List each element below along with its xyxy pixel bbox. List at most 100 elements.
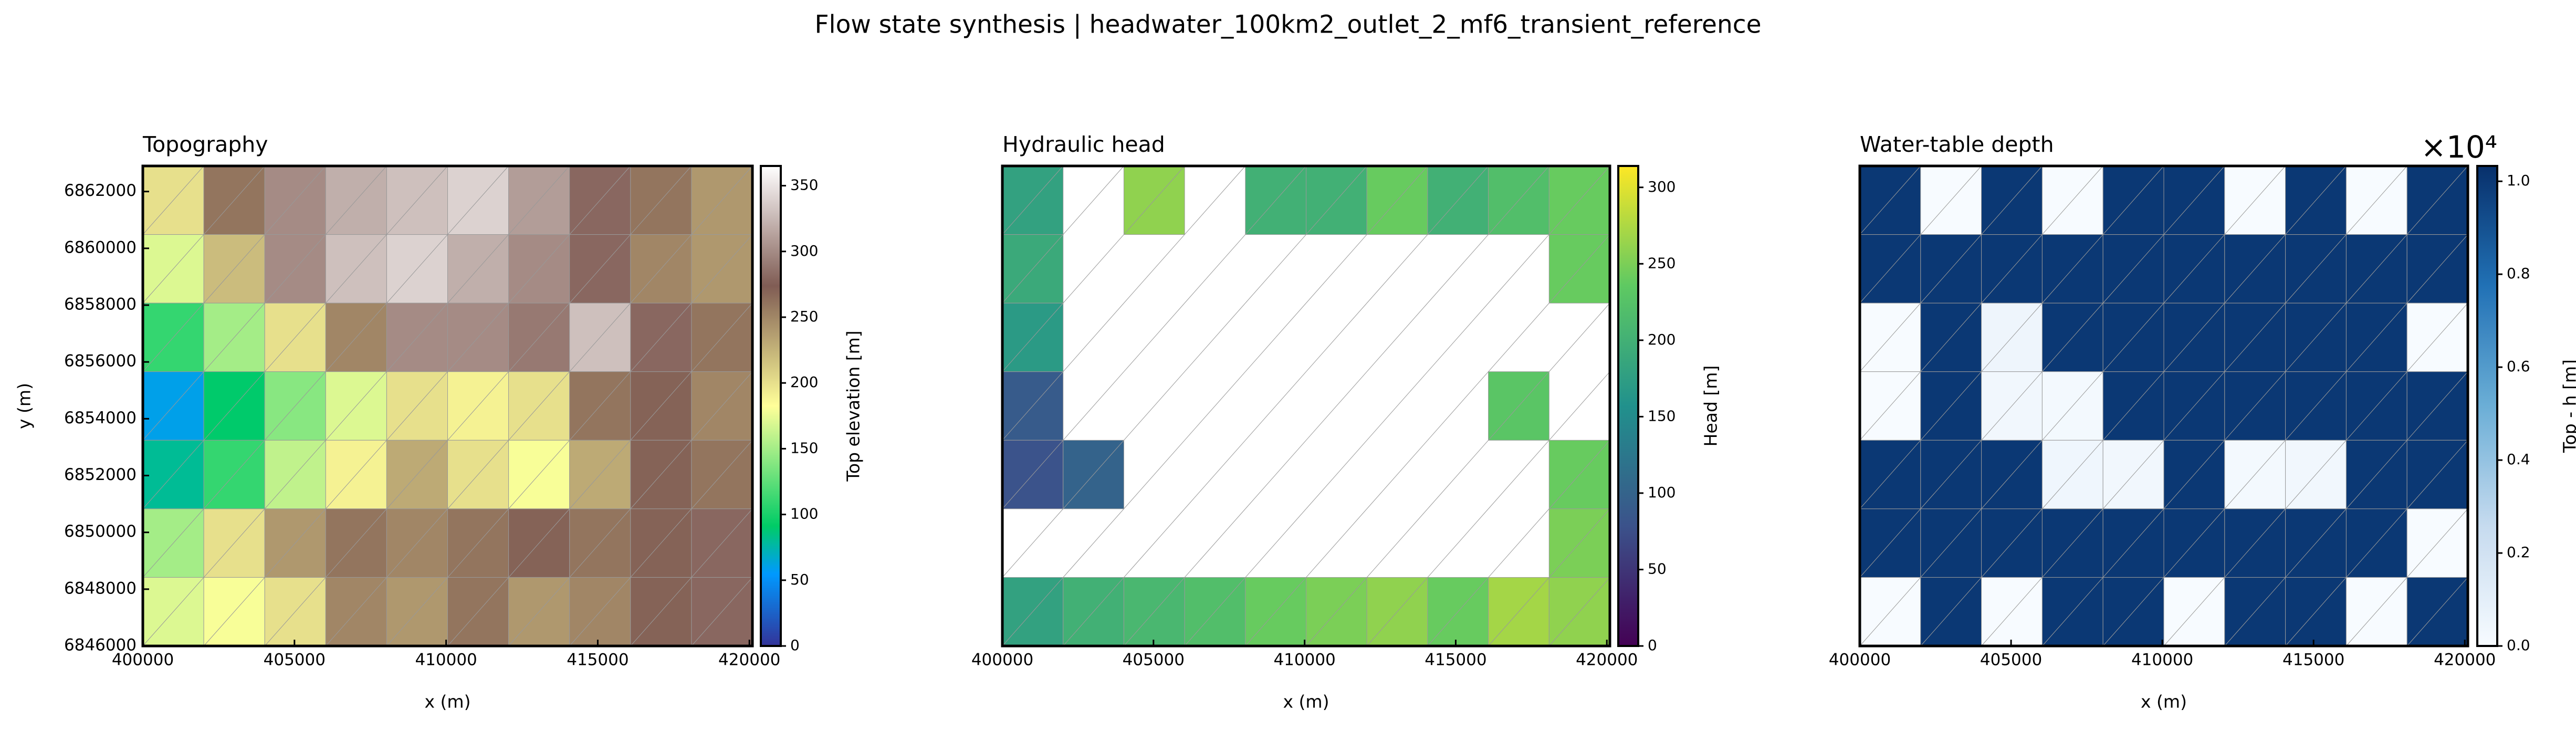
mesh-edge xyxy=(1981,165,2043,235)
mesh-edge xyxy=(1981,371,2043,441)
mesh-edge xyxy=(1548,577,1610,646)
mesh-edge xyxy=(1920,165,1982,235)
colorbar-tick-label: 100 xyxy=(790,505,818,523)
mesh-edge xyxy=(142,577,204,646)
mesh-edge xyxy=(142,440,204,509)
x-axis-label: x (m) xyxy=(2141,692,2187,712)
mesh-edge xyxy=(2102,508,2164,578)
mesh-edge xyxy=(630,508,692,578)
mesh-edge xyxy=(203,165,265,235)
x-tick-label: 420000 xyxy=(2434,651,2496,670)
colorbar-offset: ×10⁴ xyxy=(2421,129,2497,165)
mesh-edge xyxy=(1124,371,1185,441)
colorbar-tick-label: 0.2 xyxy=(2507,544,2530,561)
colorbar-tick-label: 0 xyxy=(790,637,800,654)
mesh-edge xyxy=(1124,508,1185,578)
mesh-edge xyxy=(1920,371,1982,441)
y-tick-label: 6860000 xyxy=(64,238,137,257)
mesh-edge xyxy=(2042,234,2103,304)
mesh-edge xyxy=(142,165,204,235)
mesh-edge xyxy=(2163,234,2225,304)
mesh-edge xyxy=(2224,508,2286,578)
mesh-edge xyxy=(2224,577,2286,646)
mesh-edge xyxy=(1920,234,1982,304)
mesh-edge xyxy=(2285,303,2347,372)
mesh-edge xyxy=(569,440,631,509)
mesh-edge xyxy=(2042,440,2103,509)
mesh-edge xyxy=(2285,440,2347,509)
mesh-edge xyxy=(447,440,509,509)
mesh-edge xyxy=(264,577,326,646)
mesh-edge xyxy=(2163,440,2225,509)
mesh-edge xyxy=(1548,371,1610,441)
mesh-edge xyxy=(264,371,326,441)
mesh-edge xyxy=(142,371,204,441)
mesh-edge xyxy=(1427,303,1489,372)
colorbar-tick-label: 0.0 xyxy=(2507,637,2530,654)
mesh-edge xyxy=(2346,234,2407,304)
mesh-edge xyxy=(2406,303,2468,372)
mesh-edge xyxy=(1859,440,1921,509)
mesh-edge xyxy=(1366,440,1428,509)
mesh-edge xyxy=(1859,508,1921,578)
colorbar-tick-label: 0.6 xyxy=(2507,358,2530,375)
mesh-edge xyxy=(386,165,448,235)
mesh-edge xyxy=(1124,234,1185,304)
colorbar-tick-label: 300 xyxy=(1648,178,1676,195)
mesh-edge xyxy=(2042,371,2103,441)
colorbar-tick-label: 150 xyxy=(790,439,818,456)
colorbar-label: Head [m] xyxy=(1701,366,1721,447)
mesh-edge xyxy=(508,508,570,578)
mesh-edge xyxy=(2406,234,2468,304)
mesh-edge xyxy=(508,234,570,304)
mesh-edge xyxy=(508,440,570,509)
mesh-edge xyxy=(508,371,570,441)
x-tick-label: 415000 xyxy=(567,651,629,670)
mesh-edge xyxy=(2285,234,2347,304)
mesh-edge xyxy=(630,440,692,509)
mesh-edge xyxy=(264,165,326,235)
mesh-edge xyxy=(1184,165,1246,235)
mesh-edge xyxy=(325,303,387,372)
mesh-edge xyxy=(1063,440,1124,509)
x-tick-label: 400000 xyxy=(971,651,1033,670)
mesh-edge xyxy=(1427,577,1489,646)
mesh-edge xyxy=(630,234,692,304)
mesh-edge xyxy=(1245,508,1306,578)
mesh-edge xyxy=(1859,165,1921,235)
mesh-edge xyxy=(1063,165,1124,235)
mesh-edge xyxy=(2224,234,2286,304)
mesh-edge xyxy=(1245,577,1306,646)
mesh-edge xyxy=(508,303,570,372)
colorbar-label: Top - h [m] xyxy=(2560,359,2576,453)
mesh-edge xyxy=(1920,440,1982,509)
mesh-edge xyxy=(1920,577,1982,646)
mesh-edge xyxy=(1427,234,1489,304)
mesh-edge xyxy=(1124,577,1185,646)
mesh-edge xyxy=(2042,165,2103,235)
x-tick-label: 410000 xyxy=(2131,651,2193,670)
mesh-edge xyxy=(1184,440,1246,509)
mesh-edge xyxy=(691,165,753,235)
mesh-edge xyxy=(1184,303,1246,372)
mesh-edge xyxy=(1981,440,2043,509)
mesh-edge xyxy=(1859,234,1921,304)
mesh-edge xyxy=(691,508,753,578)
y-tick-label: 6862000 xyxy=(64,181,137,200)
colorbar-tick-label: 250 xyxy=(790,308,818,325)
mesh-edge xyxy=(1548,440,1610,509)
mesh-edge xyxy=(2346,508,2407,578)
colorbar-tick-label: 250 xyxy=(1648,254,1676,272)
mesh-edge xyxy=(203,577,265,646)
mesh-edge xyxy=(1124,440,1185,509)
mesh-edge xyxy=(2163,371,2225,441)
mesh-edge xyxy=(1002,234,1064,304)
mesh-edge xyxy=(1245,371,1306,441)
mesh-edge xyxy=(1427,165,1489,235)
x-tick-label: 405000 xyxy=(264,651,326,670)
mesh-edge xyxy=(1920,508,1982,578)
mesh-edge xyxy=(2346,577,2407,646)
mesh-edge xyxy=(691,234,753,304)
mesh-edge xyxy=(1488,165,1549,235)
mesh-edge xyxy=(1245,303,1306,372)
